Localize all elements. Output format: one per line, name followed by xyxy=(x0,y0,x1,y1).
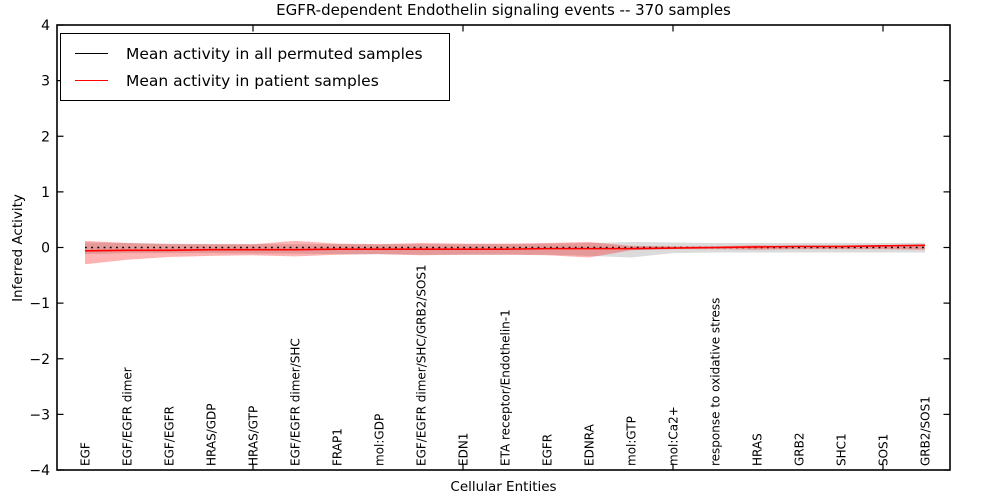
x-category-label: mol:GDP xyxy=(373,414,387,466)
x-category-label: EGF/EGFR dimer xyxy=(121,367,135,466)
x-category-label: HRAS xyxy=(751,433,765,466)
x-category-label: EDNRA xyxy=(583,423,597,466)
x-category-label: GRB2/SOS1 xyxy=(919,396,933,466)
x-category-label: GRB2 xyxy=(793,432,807,466)
x-category-label: SOS1 xyxy=(877,434,891,466)
y-tick-label: 2 xyxy=(41,129,50,145)
x-category-label: mol:GTP xyxy=(625,416,639,466)
x-category-label: FRAP1 xyxy=(331,428,345,466)
patient-line-swatch xyxy=(75,80,108,81)
y-tick-label: 4 xyxy=(41,18,50,34)
x-category-label: HRAS/GDP xyxy=(205,403,219,466)
y-tick-label: −1 xyxy=(29,296,50,312)
y-tick-label: 1 xyxy=(41,185,50,201)
patient-mean-line xyxy=(84,244,926,252)
x-category-label: SHC1 xyxy=(835,433,849,466)
x-category-label: EGFR xyxy=(541,434,555,466)
y-tick-label: −2 xyxy=(29,352,50,368)
legend: Mean activity in all permuted samples Me… xyxy=(60,33,450,101)
x-category-label: EGF xyxy=(79,442,93,466)
chart-title: EGFR-dependent Endothelin signaling even… xyxy=(276,1,731,19)
legend-label-permuted: Mean activity in all permuted samples xyxy=(126,44,423,63)
legend-row-permuted: Mean activity in all permuted samples xyxy=(75,40,439,67)
legend-row-patient: Mean activity in patient samples xyxy=(75,67,439,94)
x-category-label: EGF/EGFR dimer/SHC/GRB2/SOS1 xyxy=(415,264,429,466)
x-axis-label: Cellular Entities xyxy=(450,479,557,495)
y-tick-label: −4 xyxy=(29,463,50,479)
x-category-label: EGF/EGFR dimer/SHC xyxy=(289,338,303,466)
x-category-label: response to oxidative stress xyxy=(709,298,723,466)
permuted-line-swatch xyxy=(75,53,108,54)
x-category-label: EGF/EGFR xyxy=(163,406,177,466)
y-tick-label: 0 xyxy=(41,241,50,257)
x-category-label: mol:Ca2+ xyxy=(667,406,681,466)
legend-label-patient: Mean activity in patient samples xyxy=(126,71,379,90)
y-tick-label: 3 xyxy=(41,74,50,90)
x-category-label: HRAS/GTP xyxy=(247,406,261,466)
patient-std-band xyxy=(85,240,925,265)
x-category-label: ETA receptor/Endothelin-1 xyxy=(499,309,513,466)
x-category-label: EDN1 xyxy=(457,433,471,466)
y-tick-label: −3 xyxy=(29,407,50,423)
